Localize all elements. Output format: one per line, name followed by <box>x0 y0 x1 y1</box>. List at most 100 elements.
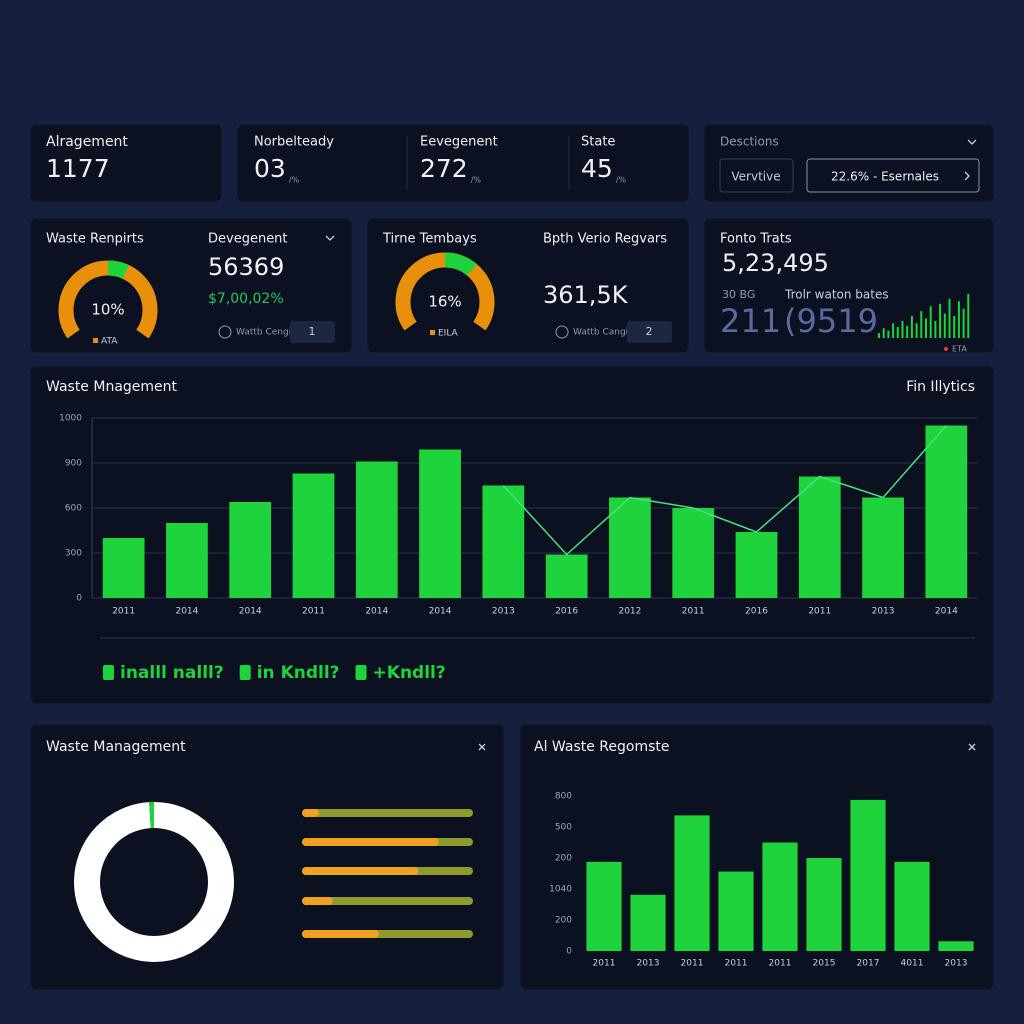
x-tick-label: 4011 <box>901 959 924 969</box>
x-tick-label: 2011 <box>769 959 792 969</box>
panel-title: Tirne Tembays <box>382 232 477 247</box>
close-icon[interactable] <box>968 743 976 751</box>
stat-label: Eevegenent <box>420 135 498 150</box>
x-tick-label: 2014 <box>175 607 198 617</box>
y-tick-label: 1000 <box>59 414 82 424</box>
spark-bar <box>878 333 880 338</box>
x-tick-label: 2014 <box>239 607 262 617</box>
progress-track <box>302 809 473 817</box>
bar <box>292 473 335 598</box>
spark-bar <box>939 303 942 338</box>
x-tick-label: 2013 <box>637 959 660 969</box>
spark-bar <box>925 318 927 338</box>
bar <box>419 449 461 598</box>
note-text: Wattb Cangits <box>573 328 637 338</box>
stat-value: 45 <box>581 154 613 183</box>
close-icon[interactable] <box>478 743 486 751</box>
chevron-icon[interactable] <box>325 235 335 241</box>
filter-select[interactable] <box>806 158 980 193</box>
y-tick-label: 300 <box>65 549 82 559</box>
chart-title: Waste Management <box>46 739 186 755</box>
note-text: Wattb Cengits <box>236 328 300 338</box>
bar <box>762 842 798 951</box>
chart-subtitle: Fin Illytics <box>906 379 975 395</box>
x-tick-label: 2016 <box>555 607 578 617</box>
y-tick-label: 800 <box>555 792 572 802</box>
status-dot <box>944 347 948 351</box>
x-tick-label: 2011 <box>112 607 135 617</box>
trends-sub: 30 BG <box>722 288 755 301</box>
x-tick-label: 2015 <box>813 959 836 969</box>
gauge-label: 16% <box>428 293 461 311</box>
bar <box>718 871 754 951</box>
spark-bar <box>953 316 956 338</box>
metric-value: 361,5K <box>543 281 629 309</box>
progress-bar <box>302 867 419 875</box>
bar <box>938 941 974 951</box>
legend-swatch[interactable] <box>103 665 114 680</box>
spark-bar <box>915 323 918 338</box>
trends-sub: Trolr waton bates <box>784 288 889 302</box>
panel-title: Waste Renpirts <box>46 232 144 247</box>
stat-label: State <box>581 135 615 150</box>
x-tick-label: 2011 <box>681 959 704 969</box>
bar <box>806 858 842 951</box>
spark-bar <box>929 306 932 338</box>
stat-value: 03 <box>254 154 286 183</box>
spark-bar <box>967 294 970 338</box>
bar <box>894 861 930 951</box>
gauge-legend: ATA <box>101 337 118 347</box>
x-tick-label: 2011 <box>808 607 831 617</box>
bar <box>925 425 968 598</box>
spark-bar <box>892 323 895 338</box>
chevron-icon[interactable] <box>967 139 977 145</box>
filter-select-label: 22.6% - Esernales <box>831 170 939 184</box>
progress-bar <box>302 897 333 905</box>
y-tick-label: 900 <box>65 459 82 469</box>
bar <box>674 815 710 951</box>
y-tick-label: 200 <box>555 916 572 926</box>
y-tick-label: 600 <box>65 504 82 514</box>
badge <box>290 321 335 343</box>
spark-bar <box>948 298 951 338</box>
metric-title: Devegenent <box>208 232 288 247</box>
metric-change: $7,00,02% <box>208 291 284 307</box>
card <box>703 123 995 203</box>
y-tick-label: 0 <box>76 594 82 604</box>
x-tick-label: 2012 <box>618 607 641 617</box>
x-tick-label: 2017 <box>857 959 880 969</box>
trends-big: (9519 <box>784 302 878 340</box>
filter-button[interactable] <box>719 158 794 193</box>
legend-swatch[interactable] <box>239 665 251 680</box>
chevron-icon[interactable] <box>964 171 970 181</box>
spark-bar <box>906 325 909 338</box>
spark-bar <box>896 327 899 338</box>
y-tick-label: 500 <box>555 823 572 833</box>
badge <box>627 321 672 343</box>
bar <box>850 799 886 951</box>
stat-unit: /% <box>289 176 300 185</box>
bar <box>630 894 666 951</box>
bar <box>862 497 904 598</box>
x-tick-label: 2011 <box>682 607 705 617</box>
y-tick-label: 200 <box>555 854 572 864</box>
gauge-legend: EILA <box>438 329 459 339</box>
card <box>236 123 690 203</box>
bar <box>586 861 622 951</box>
trend-line <box>502 425 947 556</box>
progress-bar <box>302 809 320 817</box>
bar <box>355 461 398 598</box>
spark-bar <box>887 330 890 338</box>
legend-swatch[interactable] <box>355 665 367 680</box>
legend-label: inalll nalll? <box>120 663 224 683</box>
bar <box>229 502 272 598</box>
spark-bar <box>901 320 904 338</box>
note-icon <box>218 325 232 339</box>
stat-unit: /% <box>616 176 627 185</box>
x-tick-label: 2013 <box>872 607 895 617</box>
progress-bar <box>302 930 379 938</box>
gauge-track <box>395 252 495 331</box>
bar <box>672 508 715 598</box>
badge-label: 2 <box>646 325 653 338</box>
trends-value: 5,23,495 <box>722 249 829 277</box>
